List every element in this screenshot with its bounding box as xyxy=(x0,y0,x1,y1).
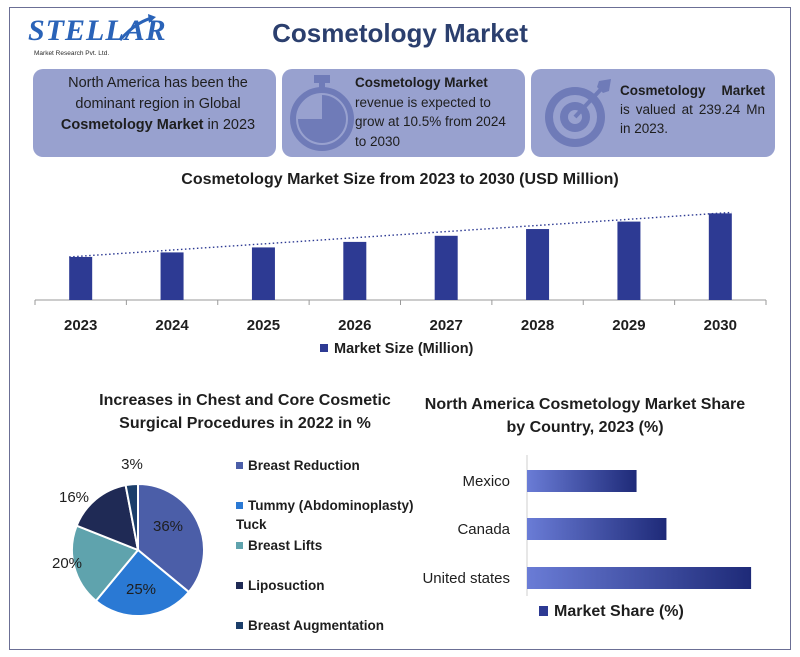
x-tick-label: 2025 xyxy=(247,317,280,334)
legend-swatch xyxy=(539,606,548,616)
bar-2025 xyxy=(251,247,275,300)
legend-label: Liposuction xyxy=(248,578,325,593)
card-text: Cosmetology Market revenue is expected t… xyxy=(355,75,506,149)
legend-swatch xyxy=(236,621,243,629)
legend-label: Market Size (Million) xyxy=(334,341,474,357)
x-tick-label: 2029 xyxy=(612,317,645,334)
bar-chart-title: Cosmetology Market Size from 2023 to 203… xyxy=(181,171,619,188)
logo: STELLAR Market Research Pvt. Ltd. xyxy=(28,14,166,62)
pie-slice-label: 25% xyxy=(126,581,156,598)
legend-swatch xyxy=(236,501,243,509)
target-icon xyxy=(545,79,611,147)
trend-line xyxy=(69,211,732,258)
legend-swatch xyxy=(236,541,243,549)
pie-chart-title: Increases in Chest and Core Cosmetic Sur… xyxy=(99,392,391,432)
pie-legend-item: Breast Reduction xyxy=(236,456,426,475)
legend-label: Breast Augmentation xyxy=(248,618,385,633)
pie-slice-2 xyxy=(94,548,191,617)
pie-legend-item: Breast Lifts xyxy=(236,536,426,555)
bar-2030 xyxy=(708,213,732,300)
pie-slice-label: 20% xyxy=(52,555,82,572)
x-tick-label: 2027 xyxy=(430,317,463,334)
pie-legend-item: Breast Augmentation xyxy=(236,616,426,635)
legend-swatch xyxy=(320,344,328,352)
logo-tagline: Market Research Pvt. Ltd. xyxy=(34,50,110,57)
legend-label: Tummy (Abdominoplasty) Tuck xyxy=(236,498,414,532)
legend-label: Market Share (%) xyxy=(554,603,684,620)
y-tick-label: Mexico xyxy=(462,473,510,490)
bar-2024 xyxy=(160,252,184,300)
hbar-mexico xyxy=(527,470,637,492)
legend-label: Breast Lifts xyxy=(248,538,323,553)
y-tick-label: United states xyxy=(422,570,510,587)
hbar-canada xyxy=(527,518,667,540)
pie-slice-4 xyxy=(75,483,140,552)
pie-slice-5 xyxy=(124,482,139,551)
pie-slice-1 xyxy=(137,482,205,594)
pie-legend-item: Tummy (Abdominoplasty) Tuck xyxy=(236,496,426,534)
logo-wordmark: STELLAR xyxy=(28,14,167,47)
pie-slice-label: 16% xyxy=(59,489,89,506)
legend-swatch xyxy=(236,581,243,589)
stopwatch-icon xyxy=(290,75,354,151)
page-title: Cosmetology Market xyxy=(272,18,528,48)
hbar-chart-title: North America Cosmetology Market Share b… xyxy=(424,396,746,436)
card-text: Cosmetology Market is valued at 239.24 M… xyxy=(620,83,765,136)
bar-2029 xyxy=(617,221,641,300)
bar-2027 xyxy=(434,235,458,300)
x-tick-label: 2028 xyxy=(521,317,554,334)
y-tick-label: Canada xyxy=(457,521,510,538)
pie-legend-item: Liposuction xyxy=(236,576,426,595)
hbar-united-states xyxy=(527,567,752,589)
info-card-value: Cosmetology Market is valued at 239.24 M… xyxy=(531,69,775,157)
legend-swatch xyxy=(236,461,243,469)
info-card-growth: Cosmetology Market revenue is expected t… xyxy=(282,69,525,157)
legend-label: Breast Reduction xyxy=(248,458,360,473)
pie-slice-label: 36% xyxy=(153,518,183,535)
bar-2028 xyxy=(526,229,550,300)
x-tick-label: 2023 xyxy=(64,317,97,334)
x-tick-label: 2026 xyxy=(338,317,371,334)
info-card-region: North America has been the dominant regi… xyxy=(33,69,276,157)
bar-2026 xyxy=(343,241,367,300)
x-tick-label: 2030 xyxy=(704,317,737,334)
x-tick-label: 2024 xyxy=(155,317,189,334)
pie-slice-label: 3% xyxy=(121,456,143,473)
bar-2023 xyxy=(69,256,93,300)
card-text: North America has been the dominant regi… xyxy=(60,75,256,133)
logo-swoosh-icon xyxy=(118,14,156,41)
